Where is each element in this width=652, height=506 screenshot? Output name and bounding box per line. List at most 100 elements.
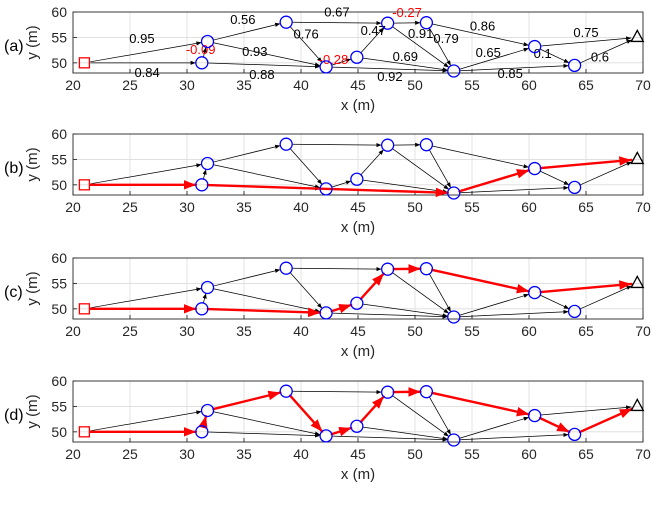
edge-n7-n9	[432, 23, 529, 47]
edge-n3-n6	[292, 266, 382, 272]
path-segment-n7-n9	[431, 391, 531, 417]
edge-s-n2	[90, 287, 202, 309]
edge-n3-n4	[289, 272, 323, 309]
edge-n9-n10	[539, 294, 570, 310]
panel-label: (b)	[4, 160, 24, 177]
sink-node	[630, 275, 645, 289]
x-tick-label: 20	[65, 323, 81, 339]
edge-n2-n4	[213, 164, 321, 189]
edge-n2-n4	[213, 411, 321, 436]
x-tick-label: 35	[236, 323, 252, 339]
panel-a: 20 25 30 35 40 45 50 55 60 65 70 50 55 60 x (m) y (m)(a…	[4, 4, 651, 114]
edge-n9-n10	[539, 170, 570, 186]
edge-weight-label: 0.6	[591, 49, 609, 64]
x-tick-label: 55	[464, 199, 480, 215]
node-n5	[350, 50, 364, 64]
edge-n2-n3	[213, 268, 281, 287]
edge-n7-n9	[432, 145, 529, 169]
edge-n9-t	[540, 405, 632, 416]
edge-n4-n8	[332, 66, 448, 73]
edge-n5-n6	[360, 27, 384, 54]
node-n7	[419, 262, 434, 276]
x-tick-label: 35	[236, 77, 252, 93]
x-tick-label: 65	[578, 446, 594, 462]
node-n4	[319, 429, 333, 443]
y-axis-label: y (m)	[24, 147, 41, 181]
node-n9	[528, 39, 542, 54]
edge-n5-n6	[360, 149, 384, 176]
panel-c: 20 25 30 35 40 45 50 55 60 65 70 50 55 60 x (m) y (m)(c…	[4, 250, 651, 360]
source-node	[78, 303, 91, 315]
edge-n1-n2	[202, 169, 207, 180]
edge-n10-t	[579, 39, 632, 64]
x-tick-label: 40	[293, 77, 309, 93]
edge-s-n2	[90, 410, 202, 432]
edge-n9-n10	[539, 48, 570, 64]
edge-n8-n10	[459, 63, 569, 72]
edge-n4-n5	[331, 58, 352, 66]
node-n5	[350, 419, 364, 433]
panel-label: (a)	[4, 38, 24, 55]
node-n4	[319, 60, 333, 74]
panel-d: 20 25 30 35 40 45 50 55 60 65 70 50 55 60 x (m) y (m)(d…	[4, 373, 651, 483]
y-tick-label: 50	[51, 424, 67, 440]
x-axis-label: x (m)	[341, 466, 375, 483]
x-tick-label: 40	[293, 323, 309, 339]
path-segment-n3-n4	[288, 394, 324, 433]
x-tick-label: 25	[122, 323, 138, 339]
edge-n6-n8	[392, 148, 450, 190]
x-tick-label: 60	[521, 446, 537, 462]
x-tick-label: 35	[236, 199, 252, 215]
x-tick-label: 35	[236, 446, 252, 462]
node-n2	[200, 156, 215, 171]
y-tick-label: 55	[51, 398, 67, 414]
node-n10	[567, 304, 582, 319]
node-n3	[279, 137, 293, 151]
edge-weight-label: 0.84	[134, 65, 159, 80]
node-n4	[319, 182, 333, 196]
x-tick-label: 25	[122, 77, 138, 93]
node-n8	[447, 64, 461, 78]
node-n6	[380, 16, 395, 30]
x-tick-label: 45	[350, 323, 366, 339]
y-tick-label: 55	[51, 151, 67, 167]
x-tick-label: 55	[464, 77, 480, 93]
edge-weight-label: -0.28	[319, 52, 349, 67]
x-tick-label: 45	[350, 446, 366, 462]
edge-weight-label: 0.76	[293, 27, 318, 42]
sink-node	[630, 151, 645, 165]
source-node	[78, 57, 91, 69]
sink-node	[630, 29, 645, 43]
edge-n1-n4	[207, 62, 321, 69]
x-tick-label: 25	[122, 199, 138, 215]
edge-n5-n8	[362, 426, 448, 441]
y-tick-label: 50	[51, 55, 67, 71]
node-n7	[419, 16, 434, 30]
x-tick-label: 65	[578, 199, 594, 215]
node-n7	[419, 385, 434, 399]
node-n1	[195, 425, 209, 439]
path-segment-n9-t	[539, 156, 633, 170]
edge-n5-n8	[362, 179, 448, 194]
node-n2	[200, 280, 215, 295]
node-n5	[350, 296, 364, 310]
path-segment-n5-n6	[359, 272, 385, 300]
node-n3	[279, 15, 293, 29]
edge-weight-label: 0.85	[498, 66, 523, 81]
node-n10	[567, 180, 582, 195]
edge-n2-n4	[213, 288, 321, 313]
node-n4	[319, 306, 333, 320]
x-tick-label: 50	[407, 323, 423, 339]
edge-n4-n8	[332, 312, 448, 319]
edge-n3-n6	[292, 20, 382, 26]
edge-n7-n8	[429, 149, 452, 188]
x-tick-label: 55	[464, 323, 480, 339]
edge-n6-n8	[392, 395, 450, 437]
y-tick-label: 60	[51, 373, 67, 389]
edge-weight-label: 0.75	[573, 25, 598, 40]
source-node	[78, 179, 91, 191]
x-tick-label: 30	[179, 446, 195, 462]
x-tick-label: 20	[65, 446, 81, 462]
x-tick-label: 55	[464, 446, 480, 462]
